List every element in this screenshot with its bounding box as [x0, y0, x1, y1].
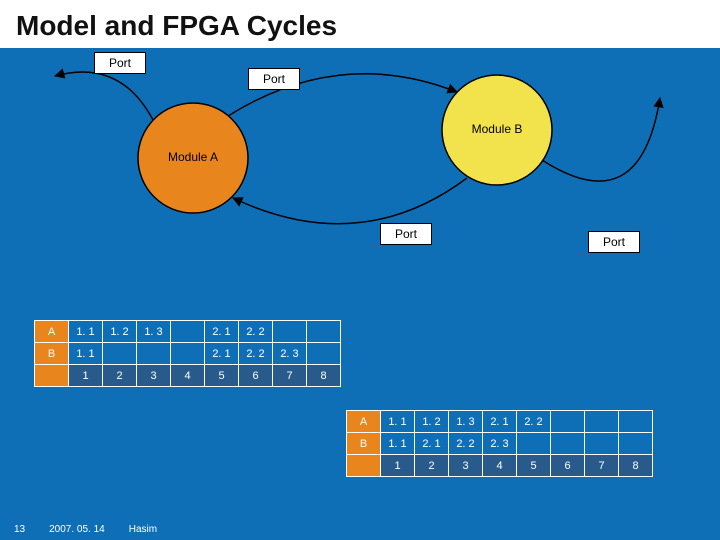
table-cell	[551, 411, 585, 433]
table-number-cell: 7	[585, 455, 619, 477]
table-number-cell: 4	[171, 365, 205, 387]
port-label-1: Port	[94, 52, 146, 74]
table-cell	[619, 411, 653, 433]
cycle-table-2: A1. 11. 21. 32. 12. 2B1. 12. 12. 22. 312…	[346, 410, 653, 477]
table-cell: 1. 1	[69, 343, 103, 365]
page-number: 13	[14, 524, 25, 535]
table-cell	[171, 343, 205, 365]
table-row-header: A	[347, 411, 381, 433]
port-label-3: Port	[380, 223, 432, 245]
table-cell: 1. 3	[449, 411, 483, 433]
table-row-header: B	[35, 343, 69, 365]
slide: Model and FPGA Cycles Port Port Port Por…	[0, 0, 720, 540]
table-corner	[35, 365, 69, 387]
table-cell: 2. 3	[483, 433, 517, 455]
module-b-label: Module B	[452, 122, 542, 136]
table-cell	[585, 411, 619, 433]
port-label-2: Port	[248, 68, 300, 90]
table-cell	[273, 321, 307, 343]
table-cell: 1. 3	[137, 321, 171, 343]
table-cell	[137, 343, 171, 365]
table-number-cell: 1	[69, 365, 103, 387]
table-cell: 1. 2	[415, 411, 449, 433]
table-cell: 2. 2	[239, 343, 273, 365]
table-number-cell: 3	[449, 455, 483, 477]
table-row-header: B	[347, 433, 381, 455]
table-cell: 2. 1	[415, 433, 449, 455]
table-cell	[103, 343, 137, 365]
footer-project: Hasim	[129, 524, 157, 535]
table-number-cell: 3	[137, 365, 171, 387]
main-area: Port Port Port Port Module A Module B A1…	[0, 48, 720, 518]
table-row-header: A	[35, 321, 69, 343]
table-number-cell: 8	[307, 365, 341, 387]
cycle-table-1: A1. 11. 21. 3 2. 12. 2 B1. 1 2. 12. 22. 3 12…	[34, 320, 341, 387]
table-cell: 2. 1	[205, 343, 239, 365]
table-cell	[517, 433, 551, 455]
table-corner	[347, 455, 381, 477]
table-cell	[619, 433, 653, 455]
table-cell: 2. 3	[273, 343, 307, 365]
table-cell: 1. 1	[381, 433, 415, 455]
table-cell	[551, 433, 585, 455]
table-number-cell: 5	[205, 365, 239, 387]
table-number-cell: 2	[415, 455, 449, 477]
footer: 13 2007. 05. 14 Hasim	[0, 518, 720, 540]
table-cell: 2. 2	[517, 411, 551, 433]
table-number-cell: 5	[517, 455, 551, 477]
page-title: Model and FPGA Cycles	[16, 10, 704, 42]
table-cell: 2. 1	[205, 321, 239, 343]
table-cell: 2. 2	[449, 433, 483, 455]
table-number-cell: 2	[103, 365, 137, 387]
table-cell	[307, 321, 341, 343]
table-cell	[585, 433, 619, 455]
title-area: Model and FPGA Cycles	[0, 0, 720, 48]
port-label-4: Port	[588, 231, 640, 253]
table-cell: 1. 1	[69, 321, 103, 343]
table-number-cell: 4	[483, 455, 517, 477]
table-cell: 1. 1	[381, 411, 415, 433]
table-number-cell: 6	[239, 365, 273, 387]
table-cell: 2. 2	[239, 321, 273, 343]
table-number-cell: 7	[273, 365, 307, 387]
table-cell: 1. 2	[103, 321, 137, 343]
module-a-label: Module A	[148, 150, 238, 164]
footer-date: 2007. 05. 14	[49, 524, 105, 535]
table-number-cell: 8	[619, 455, 653, 477]
table-cell	[307, 343, 341, 365]
table-cell: 2. 1	[483, 411, 517, 433]
table-cell	[171, 321, 205, 343]
table-number-cell: 1	[381, 455, 415, 477]
table-number-cell: 6	[551, 455, 585, 477]
